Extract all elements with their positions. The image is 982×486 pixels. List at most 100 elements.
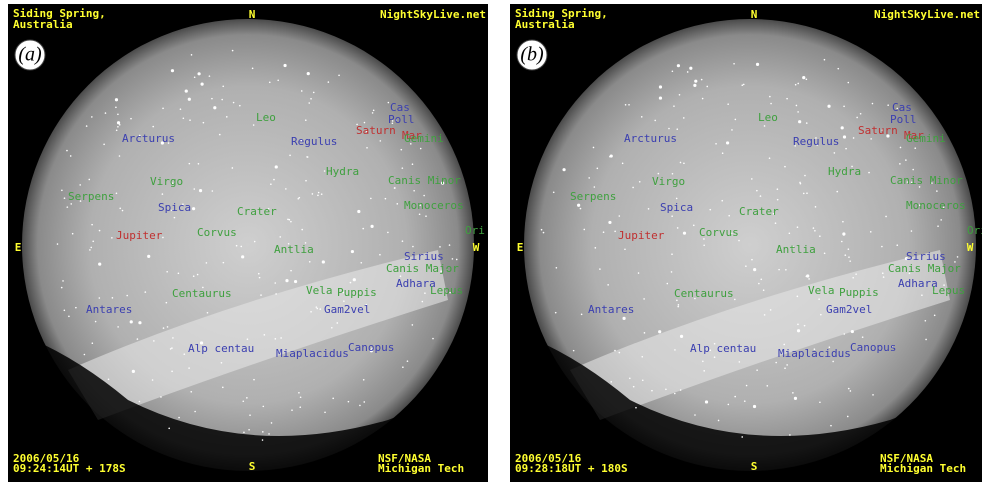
star-dot xyxy=(676,128,679,131)
star-dot xyxy=(190,54,193,56)
star-label: Canopus xyxy=(348,341,394,354)
star-dot xyxy=(812,227,815,229)
star-dot xyxy=(706,85,709,88)
star-dot xyxy=(861,336,864,338)
star-dot xyxy=(231,167,234,169)
star-dot xyxy=(232,101,235,104)
star-dot xyxy=(200,82,204,86)
star-dot xyxy=(218,133,221,136)
star-dot xyxy=(702,360,704,363)
star-dot xyxy=(896,107,899,110)
star-dot xyxy=(833,152,836,154)
star-dot xyxy=(940,219,942,221)
star-dot xyxy=(818,298,820,300)
star-dot xyxy=(640,116,643,118)
star-dot xyxy=(283,63,287,68)
star-dot xyxy=(246,397,248,399)
star-dot xyxy=(742,83,745,86)
star-label: Spica xyxy=(660,201,693,214)
star-dot xyxy=(308,260,311,263)
panel-label-badge xyxy=(14,39,46,71)
star-label: Arcturus xyxy=(122,132,175,145)
star-dot xyxy=(701,97,704,100)
star-dot xyxy=(794,83,797,86)
star-dot xyxy=(98,297,101,299)
star-dot xyxy=(671,253,673,256)
star-dot xyxy=(111,237,113,239)
star-dot xyxy=(242,400,245,403)
star-dot xyxy=(678,93,681,96)
star-dot xyxy=(103,143,105,146)
star-dot xyxy=(925,338,927,341)
star-dot xyxy=(280,337,282,339)
star-dot xyxy=(166,270,168,273)
star-dot xyxy=(399,275,402,277)
star-dot xyxy=(138,134,141,137)
star-dot xyxy=(75,306,77,309)
star-dot xyxy=(79,200,82,202)
star-dot xyxy=(288,218,291,221)
star-dot xyxy=(647,208,650,210)
star-label: Jupiter xyxy=(116,229,163,242)
star-dot xyxy=(891,346,894,349)
star-dot xyxy=(936,190,938,192)
star-dot xyxy=(162,107,164,110)
star-dot xyxy=(66,149,68,152)
star-dot xyxy=(592,146,595,149)
star-dot xyxy=(317,191,320,194)
star-dot xyxy=(881,272,884,275)
star-label: Vela xyxy=(306,284,333,297)
star-dot xyxy=(189,119,191,121)
star-dot xyxy=(260,294,262,296)
star-label: Alp centau xyxy=(188,342,254,355)
star-dot xyxy=(594,247,597,249)
star-label: Corvus xyxy=(699,226,739,239)
star-dot xyxy=(583,228,586,231)
star-dot xyxy=(69,155,72,157)
star-dot xyxy=(257,272,260,275)
star-dot xyxy=(270,422,273,424)
star-dot xyxy=(855,273,857,275)
star-dot xyxy=(270,183,272,186)
star-dot xyxy=(910,230,913,232)
star-dot xyxy=(820,313,822,316)
site-name: Siding Spring, xyxy=(13,7,106,20)
star-dot xyxy=(171,209,173,212)
star-dot xyxy=(796,295,799,298)
star-dot xyxy=(727,103,729,105)
panel-label-badge xyxy=(516,39,548,71)
panel-label: (a) xyxy=(18,44,42,66)
star-label: Poll xyxy=(388,113,415,126)
star-dot xyxy=(778,268,780,271)
star-label: Antares xyxy=(86,303,132,316)
star-dot xyxy=(384,197,387,200)
star-dot xyxy=(192,207,196,211)
star-dot xyxy=(166,326,169,328)
star-dot xyxy=(418,213,421,216)
star-dot xyxy=(841,172,844,174)
star-dot xyxy=(805,122,808,124)
star-label: Serpens xyxy=(68,190,114,203)
star-dot xyxy=(803,324,806,327)
star-dot xyxy=(734,298,736,301)
star-dot xyxy=(679,334,684,338)
star-dot xyxy=(766,385,769,387)
star-dot xyxy=(676,227,679,229)
star-dot xyxy=(843,105,845,108)
star-dot xyxy=(772,213,775,215)
star-dot xyxy=(300,139,303,142)
star-dot xyxy=(262,431,264,433)
star-dot xyxy=(193,76,196,79)
horizon xyxy=(510,318,982,482)
star-dot xyxy=(332,397,334,400)
star-dot xyxy=(208,75,211,77)
star-dot xyxy=(717,419,720,422)
star-dot xyxy=(908,272,911,275)
star-dot xyxy=(682,231,687,235)
star-dot xyxy=(624,104,627,106)
star-dot xyxy=(290,220,292,223)
star-dot xyxy=(676,64,681,68)
star-dot xyxy=(751,178,753,180)
star-label: Vela xyxy=(808,284,835,297)
star-dot xyxy=(776,198,779,201)
